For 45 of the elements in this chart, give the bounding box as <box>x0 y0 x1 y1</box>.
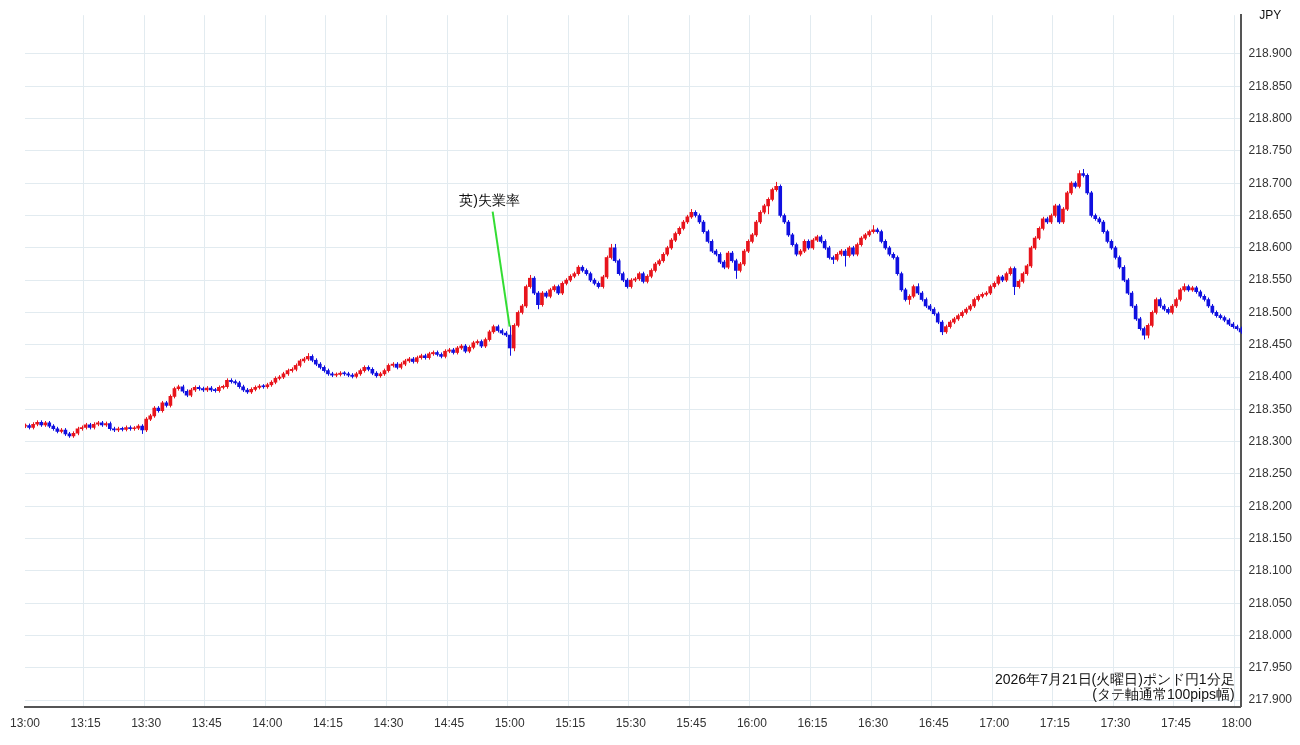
annotation: 2026年7月21日(火曜日)ポンド円1分足 <box>995 671 1235 688</box>
x-tick-label: 14:30 <box>373 716 404 731</box>
x-tick-label: 16:30 <box>858 716 889 731</box>
x-tick-label: 15:45 <box>676 716 707 731</box>
x-tick-label: 16:45 <box>918 716 950 731</box>
x-tick-label: 17:00 <box>979 716 1010 731</box>
x-tick-label: 13:30 <box>131 716 162 731</box>
y-tick-label: 218.500 <box>1248 304 1293 319</box>
x-tick-label: 13:00 <box>10 716 41 731</box>
y-tick-label: 218.100 <box>1248 563 1293 578</box>
y-tick-label: 218.000 <box>1248 627 1293 642</box>
x-tick-label: 14:45 <box>434 716 465 731</box>
x-tick-label: 17:45 <box>1160 716 1192 731</box>
y-tick-label: 218.700 <box>1248 175 1293 190</box>
y-axis-title: JPY <box>1259 8 1282 23</box>
y-tick-label: 218.250 <box>1248 466 1293 481</box>
y-tick-label: 218.550 <box>1248 272 1293 287</box>
y-tick-label: 218.300 <box>1248 433 1293 448</box>
y-tick-label: 218.800 <box>1248 110 1293 125</box>
x-tick-label: 15:00 <box>494 716 525 731</box>
y-tick-label: 218.650 <box>1248 207 1293 222</box>
y-tick-label: 218.400 <box>1248 369 1293 384</box>
annotation: 英)失業率 <box>459 191 520 208</box>
x-tick-label: 17:15 <box>1039 716 1071 731</box>
y-tick-label: 218.850 <box>1248 78 1293 93</box>
y-tick-label: 217.900 <box>1248 692 1293 707</box>
x-tick-label: 14:00 <box>252 716 283 731</box>
x-tick-label: 13:15 <box>70 716 101 731</box>
x-tick-label: 17:30 <box>1100 716 1131 731</box>
y-tick-label: 218.200 <box>1248 498 1293 513</box>
x-tick-label: 16:15 <box>797 716 828 731</box>
y-tick-label: 217.950 <box>1248 660 1293 675</box>
y-tick-label: 218.350 <box>1248 401 1293 416</box>
x-tick-label: 13:45 <box>191 716 223 731</box>
y-tick-label: 218.450 <box>1248 337 1293 352</box>
y-tick-label: 218.150 <box>1248 530 1293 545</box>
y-tick-label: 218.750 <box>1248 143 1293 158</box>
x-tick-label: 14:15 <box>312 716 344 731</box>
y-tick-label: 218.900 <box>1248 46 1293 61</box>
x-tick-label: 15:30 <box>615 716 647 731</box>
x-tick-label: 16:00 <box>736 716 768 731</box>
x-tick-label: 18:00 <box>1221 716 1252 731</box>
y-tick-label: 218.600 <box>1248 240 1293 255</box>
x-tick-label: 15:15 <box>555 716 586 731</box>
y-tick-label: 218.050 <box>1248 595 1293 610</box>
